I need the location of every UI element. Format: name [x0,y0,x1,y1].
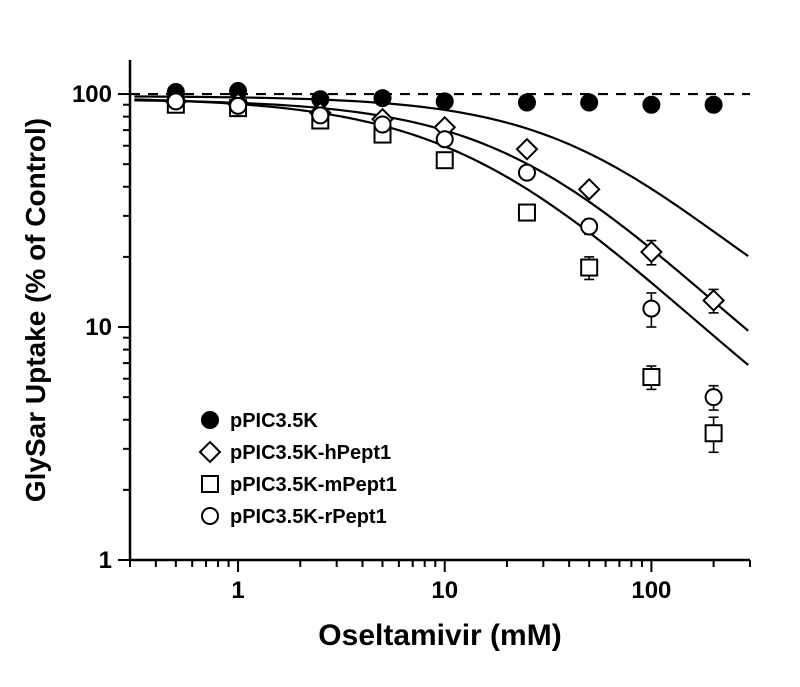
data-point [202,412,218,428]
legend-label: pPIC3.5K [230,410,318,432]
legend-label: pPIC3.5K-hPept1 [230,442,391,464]
data-point [581,219,597,235]
x-tick-label: 100 [631,577,671,604]
data-point [519,165,535,181]
legend-label: pPIC3.5K-rPept1 [230,506,387,528]
data-point [437,93,453,109]
data-point [519,205,535,221]
data-point [202,508,218,524]
x-tick-label: 10 [431,577,458,604]
y-axis-label: GlySar Uptake (% of Control) [20,118,51,502]
data-point [706,389,722,405]
x-axis-label: Oseltamivir (mM) [318,619,561,652]
data-point [312,107,328,123]
data-point [643,301,659,317]
data-point [202,476,218,492]
data-point [375,117,391,133]
data-point [581,260,597,276]
y-tick-label: 100 [72,81,112,108]
data-point [706,425,722,441]
legend-label: pPIC3.5K-mPept1 [230,474,397,496]
y-tick-label: 10 [85,314,112,341]
x-tick-label: 1 [231,577,244,604]
data-point [581,94,597,110]
data-point [643,369,659,385]
data-point [706,97,722,113]
chart-container: 1 10 100 1 10 100 Oseltamivir (mM) GlySar Uptak… [0,0,800,687]
data-point [437,131,453,147]
data-point [230,98,246,114]
y-tick-label: 1 [99,547,112,574]
data-point [643,97,659,113]
data-point [375,90,391,106]
glysar-uptake-chart: 1 10 100 1 10 100 Oseltamivir (mM) GlySar Uptak… [0,0,800,687]
data-point [168,93,184,109]
data-point [519,94,535,110]
data-point [437,152,453,168]
